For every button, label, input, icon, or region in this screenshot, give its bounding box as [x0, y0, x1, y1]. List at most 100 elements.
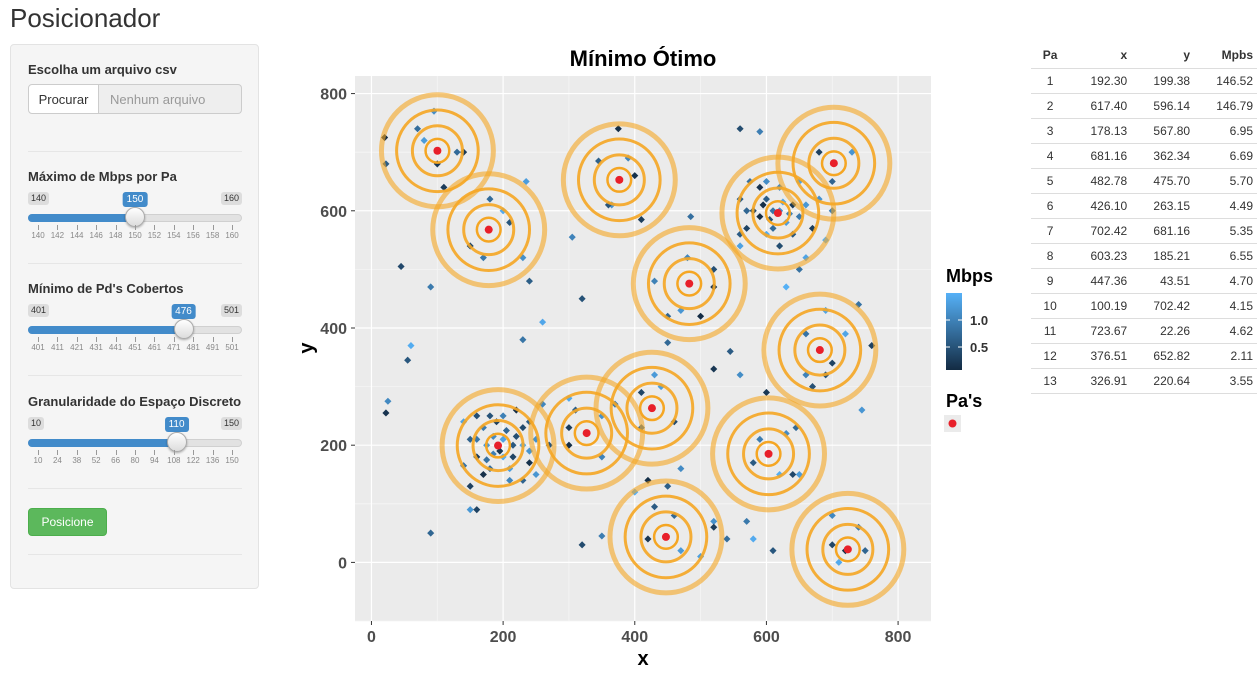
- slider-tick-label: 136: [205, 456, 220, 465]
- slider-tick-label: 461: [147, 343, 162, 352]
- slider-tick: [212, 337, 214, 342]
- y-axis-label: y: [296, 342, 318, 354]
- coverage-ring: [646, 241, 732, 326]
- browse-button[interactable]: Procurar: [28, 84, 99, 114]
- slider-tick: [76, 450, 78, 455]
- table-cell: 146.79: [1194, 93, 1257, 119]
- demand-point: [466, 506, 474, 514]
- demand-point: [404, 356, 412, 364]
- coverage-ring: [607, 478, 725, 596]
- slider-tick: [232, 225, 233, 230]
- slider-tick-label: 142: [50, 231, 65, 240]
- table-cell: 185.21: [1131, 243, 1195, 269]
- demand-point: [499, 435, 507, 443]
- demand-point: [677, 547, 685, 555]
- table-cell: 6.95: [1194, 118, 1257, 144]
- coverage-ring: [424, 137, 451, 164]
- slider-handle[interactable]: [125, 207, 145, 227]
- table-cell: 146.52: [1194, 68, 1257, 94]
- demand-point: [486, 195, 494, 203]
- slider-tick-label: 451: [128, 343, 142, 352]
- table-cell: 702.42: [1069, 218, 1132, 244]
- coverage-ring: [638, 395, 666, 422]
- slider-value-label: 476: [171, 304, 196, 319]
- table-cell: 3.55: [1194, 368, 1257, 394]
- file-input[interactable]: Procurar Nenhum arquivo: [28, 84, 242, 114]
- demand-point: [519, 336, 527, 344]
- slider-fill: [28, 326, 184, 334]
- coverage-ring: [742, 427, 796, 481]
- slider-value-label: 110: [164, 417, 189, 432]
- slider-tick: [173, 225, 175, 230]
- slider-tick-label: 471: [167, 343, 181, 352]
- slider-handle[interactable]: [166, 432, 187, 452]
- demand-point: [828, 359, 836, 367]
- demand-point: [384, 397, 392, 405]
- coverage-ring: [793, 323, 847, 377]
- divider: [28, 263, 242, 264]
- slider-tick: [38, 450, 39, 455]
- coverage-ring: [446, 187, 532, 272]
- slider-min-label: 401: [28, 304, 50, 317]
- coverage-ring: [662, 257, 716, 311]
- granularity-slider[interactable]: 10 150 110 10 24 38 52 66 80 94 108 122 136 150: [28, 417, 242, 477]
- column-header: x: [1069, 42, 1132, 69]
- demand-point: [858, 406, 866, 414]
- demand-point: [532, 470, 540, 479]
- column-header: Mpbs: [1194, 42, 1257, 69]
- slider-tick: [57, 337, 59, 342]
- demand-point: [759, 201, 767, 209]
- table-cell: 702.42: [1131, 293, 1195, 319]
- demand-point: [420, 136, 428, 144]
- position-button[interactable]: Posicione: [28, 508, 107, 536]
- demand-point: [736, 371, 744, 379]
- slider-tick: [96, 337, 98, 342]
- slider-handle[interactable]: [173, 319, 194, 339]
- results-table: Pa x y Mpbs 1 192.30 199.38 146.52 2 617.40 596.1…: [1031, 42, 1257, 394]
- coverage-ring: [652, 523, 680, 550]
- slider-tick: [173, 450, 175, 455]
- demand-point: [743, 224, 751, 232]
- slider-tick-label: 108: [167, 456, 181, 465]
- pa-point: [829, 159, 838, 168]
- coverage-ring: [576, 137, 662, 223]
- color-bar-label: 1.0: [970, 313, 988, 328]
- coverage-ring: [592, 153, 646, 207]
- table-row: 5 482.78 475.70 5.70: [1031, 168, 1257, 194]
- slider-tick: [193, 337, 195, 342]
- table-cell: 482.78: [1069, 168, 1132, 194]
- coverage-ring: [606, 166, 633, 193]
- demand-point: [861, 547, 869, 555]
- coverage-ring: [462, 203, 516, 257]
- table-cell: 475.70: [1131, 168, 1195, 194]
- x-tick-label: 0: [367, 629, 376, 646]
- demand-point: [502, 427, 510, 435]
- table-cell: 22.26: [1131, 318, 1195, 344]
- table-header-row: Pa x y Mpbs: [1031, 42, 1257, 69]
- legend-point-title: Pa's: [946, 391, 982, 411]
- color-bar: [946, 293, 962, 370]
- slider-tick-label: 491: [205, 343, 220, 352]
- file-name-field[interactable]: Nenhum arquivo: [99, 84, 242, 114]
- coverage-ring: [751, 186, 805, 240]
- table-cell: 4.15: [1194, 293, 1257, 319]
- demand-point: [749, 459, 757, 467]
- table-cell: 5.70: [1194, 168, 1257, 194]
- coverage-ring: [820, 150, 847, 177]
- max-mbps-slider[interactable]: 140 160 150 140 142 144 146 148 150 152 154 156 158 1…: [28, 192, 242, 252]
- slider-min-label: 140: [28, 192, 50, 205]
- coverage-ring: [639, 510, 693, 564]
- coverage-ring: [764, 199, 791, 227]
- table-cell: 376.51: [1069, 343, 1132, 369]
- table-cell: 596.14: [1131, 93, 1195, 119]
- table-cell: 3: [1031, 118, 1070, 144]
- slider-tick-label: 421: [70, 343, 84, 352]
- slider-tick: [193, 225, 195, 230]
- demand-point: [565, 424, 573, 432]
- demand-point: [828, 541, 836, 549]
- demand-point: [710, 365, 718, 373]
- table-row: 4 681.16 362.34 6.69: [1031, 143, 1257, 169]
- slider-tick: [135, 337, 136, 342]
- min-pds-slider[interactable]: 401 501 476 401 411 421 431 441 451 461 471 481 491 5…: [28, 304, 242, 364]
- table-cell: 13: [1031, 368, 1070, 394]
